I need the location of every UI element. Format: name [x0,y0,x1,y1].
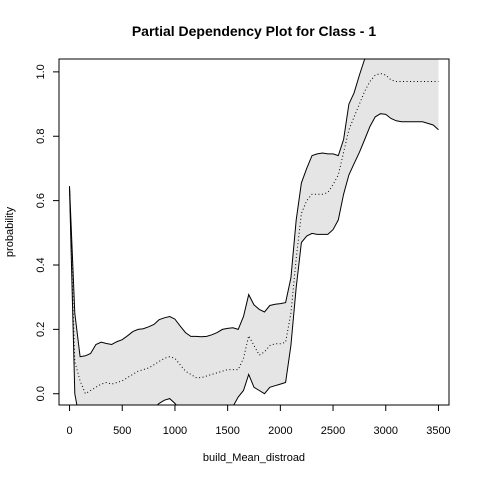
y-axis-label: probability [4,206,16,257]
series-layer [69,59,439,405]
y-tick-label: 0.4 [35,257,47,272]
x-axis-label: build_Mean_distroad [203,452,305,464]
x-tick-label: 3000 [374,425,398,437]
x-tick-label: 0 [66,425,72,437]
y-tick-label: 0.2 [35,322,47,337]
y-tick-label: 0.6 [35,193,47,208]
x-tick-label: 2000 [268,425,292,437]
lower-line [69,113,439,405]
x-axis: 0 500 1000 1500 2000 2500 3000 3500 [66,405,451,437]
chart-title: Partial Dependency Plot for Class - 1 [132,23,377,39]
y-tick-label: 0.0 [35,386,47,401]
y-tick-label: 0.8 [35,129,47,144]
x-tick-label: 2500 [321,425,345,437]
confidence-band [69,59,439,405]
plot-frame [58,58,450,406]
y-axis: 0.0 0.2 0.4 0.6 0.8 1.0 [35,64,59,401]
x-tick-label: 3500 [426,425,450,437]
x-tick-label: 500 [113,425,131,437]
upper-line [69,59,366,358]
y-tick-label: 1.0 [35,64,47,79]
x-tick-label: 1000 [163,425,187,437]
x-tick-label: 1500 [215,425,239,437]
